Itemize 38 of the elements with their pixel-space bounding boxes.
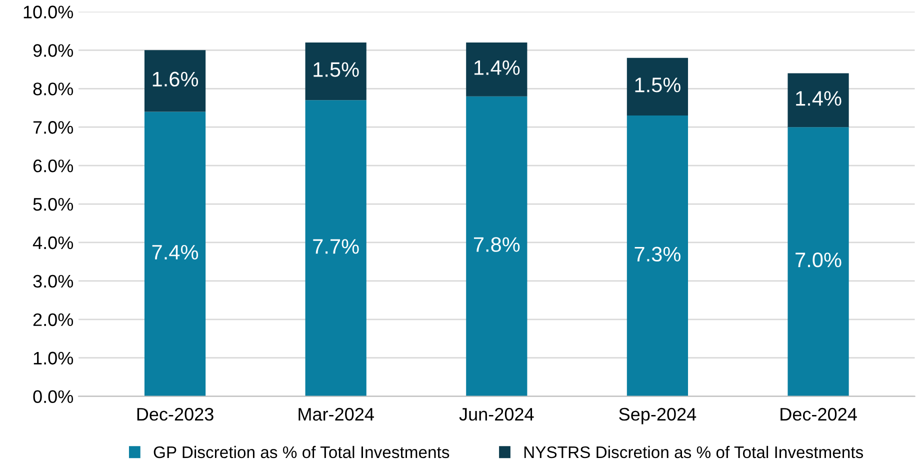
x-tick-label: Sep-2024 [619,408,696,424]
data-label: 7.4% [152,244,198,260]
data-label: 1.4% [474,60,520,75]
data-label: 1.6% [152,72,198,87]
bar [305,42,366,100]
data-label: 7.8% [474,237,520,252]
bar [144,50,206,112]
y-tick-label: 3.0% [33,274,74,288]
y-tick-label: 9.0% [33,44,74,57]
bar [788,127,849,396]
bar [305,100,366,396]
bar [788,73,849,128]
bar [626,58,688,116]
bar [626,116,688,396]
bar [466,42,528,96]
x-tick-label: Jun-2024 [459,408,534,421]
y-tick-label: 6.0% [33,159,74,172]
data-label: 1.4% [796,91,842,106]
bar [466,96,528,396]
data-label: 7.0% [796,252,842,268]
y-tick-label: 10.0% [24,6,74,18]
legend-label: GP Discretion as % of Total Investments [154,446,450,458]
x-tick-label: Mar-2024 [298,408,374,421]
data-label: 1.5% [314,62,359,77]
y-tick-label: 8.0% [33,82,74,96]
y-tick-label: 2.0% [33,313,74,326]
legend-label: NYSTRS Discretion as % of Total Investments [524,446,864,458]
bar [144,112,206,396]
y-tick-label: 7.0% [33,121,74,134]
y-tick-label: 4.0% [32,236,74,250]
x-tick-label: Dec-2023 [137,408,214,421]
y-tick-label: 1.0% [34,352,74,365]
x-tick-label: Dec-2024 [780,408,857,421]
data-label: 1.5% [635,78,680,92]
y-tick-label: 5.0% [33,198,74,211]
data-label: 7.7% [313,239,359,254]
y-tick-label: 0.0% [33,390,74,404]
data-label: 7.3% [634,246,680,262]
